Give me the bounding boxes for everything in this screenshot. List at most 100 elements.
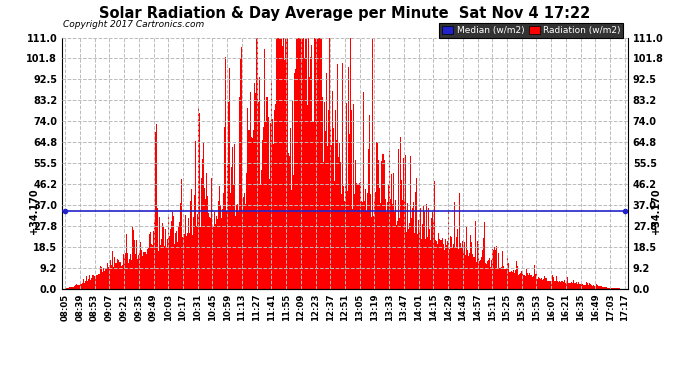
Bar [348, 67, 349, 289]
Bar [536, 273, 537, 289]
Bar [612, 288, 613, 289]
Bar [364, 201, 365, 289]
Bar [600, 286, 601, 289]
Bar [328, 38, 330, 289]
Bar [421, 239, 422, 289]
Bar [333, 128, 334, 289]
Bar [137, 258, 138, 289]
Bar [594, 286, 595, 289]
Bar [334, 181, 335, 289]
Bar [345, 183, 346, 289]
Bar [290, 128, 291, 289]
Bar [526, 269, 527, 289]
Bar [272, 118, 273, 289]
Bar [422, 224, 423, 289]
Bar [541, 278, 542, 289]
Bar [435, 240, 436, 289]
Bar [360, 183, 362, 289]
Bar [473, 257, 474, 289]
Bar [101, 267, 102, 289]
Bar [402, 200, 403, 289]
Bar [448, 249, 450, 289]
Bar [69, 287, 70, 289]
Bar [274, 110, 275, 289]
Bar [92, 275, 93, 289]
Bar [540, 279, 541, 289]
Bar [315, 38, 317, 289]
Bar [276, 38, 277, 289]
Bar [520, 273, 521, 289]
Bar [589, 283, 590, 289]
Bar [283, 38, 284, 289]
Bar [233, 184, 235, 289]
Bar [228, 102, 229, 289]
Bar [341, 194, 342, 289]
Bar [562, 281, 564, 289]
Bar [75, 285, 76, 289]
Bar [161, 239, 162, 289]
Bar [217, 219, 218, 289]
Bar [319, 38, 321, 289]
Bar [72, 286, 74, 289]
Bar [534, 265, 535, 289]
Bar [246, 173, 248, 289]
Bar [252, 138, 253, 289]
Bar [575, 282, 577, 289]
Bar [373, 216, 375, 289]
Bar [281, 38, 282, 289]
Bar [124, 258, 125, 289]
Bar [216, 216, 217, 289]
Bar [154, 220, 155, 289]
Bar [91, 278, 92, 289]
Bar [613, 288, 614, 289]
Bar [440, 240, 442, 289]
Bar [273, 144, 274, 289]
Bar [130, 260, 132, 289]
Bar [326, 73, 327, 289]
Bar [580, 284, 581, 289]
Bar [429, 229, 431, 289]
Bar [141, 251, 142, 289]
Bar [569, 283, 571, 289]
Bar [227, 164, 228, 289]
Bar [79, 285, 80, 289]
Bar [338, 157, 339, 289]
Bar [138, 255, 139, 289]
Bar [603, 287, 604, 289]
Bar [451, 237, 452, 289]
Bar [150, 232, 151, 289]
Bar [265, 121, 266, 289]
Bar [412, 208, 413, 289]
Bar [586, 283, 588, 289]
Bar [577, 284, 578, 289]
Bar [182, 237, 184, 289]
Bar [480, 260, 481, 289]
Bar [336, 140, 337, 289]
Bar [68, 288, 69, 289]
Bar [231, 167, 233, 289]
Bar [65, 288, 66, 289]
Bar [428, 209, 429, 289]
Bar [347, 191, 348, 289]
Bar [403, 158, 404, 289]
Bar [190, 189, 192, 289]
Bar [284, 60, 285, 289]
Bar [84, 283, 85, 289]
Bar [165, 229, 166, 289]
Legend: Median (w/m2), Radiation (w/m2): Median (w/m2), Radiation (w/m2) [440, 23, 623, 38]
Bar [556, 276, 558, 289]
Bar [111, 265, 112, 289]
Bar [450, 236, 451, 289]
Bar [163, 228, 164, 289]
Bar [381, 160, 382, 289]
Bar [566, 282, 567, 289]
Bar [426, 204, 427, 289]
Bar [414, 233, 415, 289]
Bar [357, 184, 358, 289]
Bar [395, 200, 396, 289]
Bar [289, 156, 290, 289]
Bar [518, 274, 519, 289]
Bar [522, 274, 523, 289]
Bar [335, 110, 336, 289]
Bar [197, 214, 198, 289]
